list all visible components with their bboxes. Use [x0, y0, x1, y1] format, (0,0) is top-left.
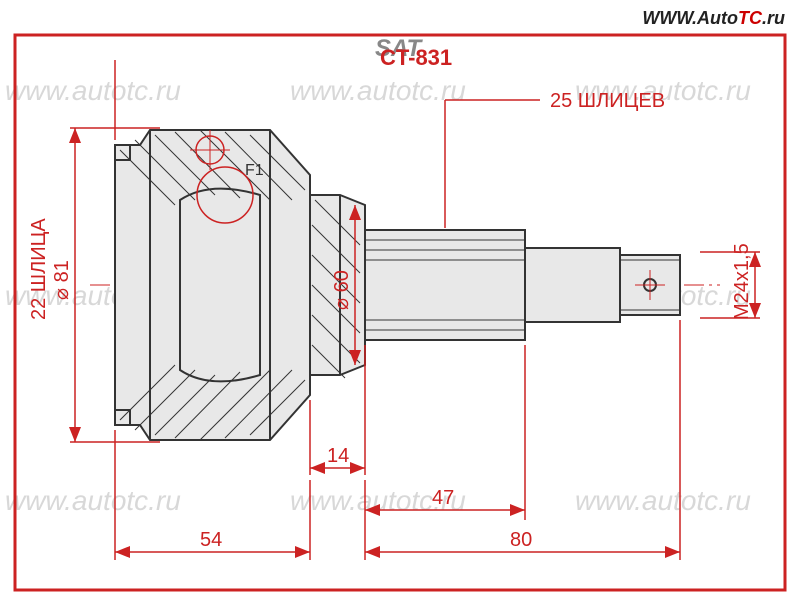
dim-d81-label: ⌀ 81 — [51, 260, 73, 300]
dim-22splines-label: 22 ШЛИЦА — [28, 218, 50, 320]
shaft-end — [525, 248, 680, 322]
dim-14-label: 14 — [327, 445, 349, 467]
spline-section — [365, 230, 525, 340]
dim-d60-label: ⌀ 60 — [331, 270, 353, 310]
dim-thread: M24x1,5 — [700, 243, 760, 320]
dim-thread-label: M24x1,5 — [731, 243, 753, 320]
dim-80-label: 80 — [510, 529, 532, 551]
technical-drawing: CT-831 F1 — [0, 0, 800, 600]
f1-label: F1 — [245, 162, 264, 179]
bell-housing: F1 — [115, 130, 310, 440]
dim-54-label: 54 — [200, 529, 222, 551]
drawing-title: CT-831 — [380, 45, 452, 70]
dim-47-label: 47 — [432, 487, 454, 509]
dim-54: 54 — [115, 430, 310, 560]
dim-47: 47 — [365, 345, 525, 520]
dim-25splines-label: 25 ШЛИЦЕВ — [550, 90, 665, 112]
dim-80: 80 — [365, 320, 680, 560]
dim-25splines: 25 ШЛИЦЕВ — [445, 90, 665, 228]
